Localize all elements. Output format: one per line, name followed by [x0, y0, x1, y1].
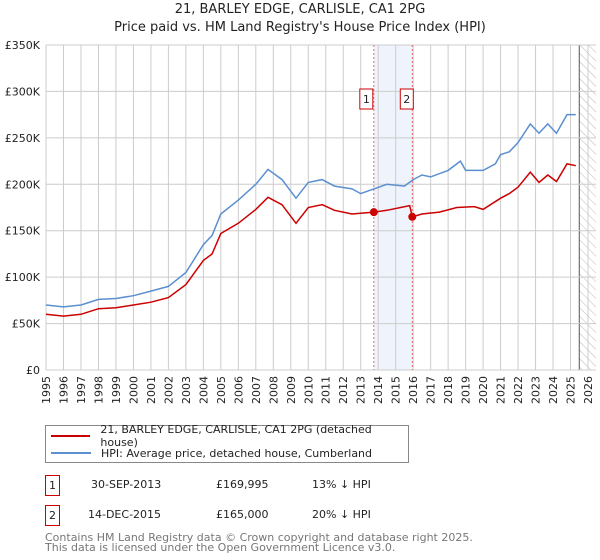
x-tick-label: 2004 — [197, 376, 210, 404]
x-tick-label: 2018 — [442, 376, 455, 404]
transaction-delta: 20% ↓ HPI — [312, 508, 371, 521]
sale-label: 1 — [363, 93, 370, 106]
y-tick-label: £150K — [5, 225, 41, 238]
x-tick-label: 2020 — [477, 376, 490, 404]
x-tick-label: 1995 — [40, 376, 53, 404]
x-tick-label: 1999 — [110, 376, 123, 404]
transaction-price: £165,000 — [216, 508, 269, 521]
x-tick-label: 2025 — [565, 376, 578, 404]
x-tick-label: 2003 — [180, 376, 193, 404]
transaction-date: 30-SEP-2013 — [91, 478, 162, 491]
transaction-delta: 13% ↓ HPI — [312, 478, 371, 491]
x-tick-label: 2008 — [267, 376, 280, 404]
y-tick-label: £0 — [26, 364, 40, 377]
x-tick-label: 2026 — [582, 376, 595, 404]
y-tick-label: £50K — [12, 318, 41, 331]
sale-label-box — [399, 88, 414, 110]
legend-blue-line — [51, 452, 91, 454]
x-tick-label: 2019 — [460, 376, 473, 404]
x-tick-label: 2013 — [355, 376, 368, 404]
x-tick-label: 2021 — [495, 376, 508, 404]
legend-item-hpi: HPI: Average price, detached house, Cumb… — [46, 445, 372, 461]
y-tick-label: £200K — [5, 178, 41, 191]
x-tick-label: 2010 — [302, 376, 315, 404]
x-tick-label: 2024 — [547, 376, 560, 404]
sale-label: 2 — [403, 93, 410, 106]
y-tick-label: £350K — [5, 39, 41, 52]
sale-point — [369, 208, 378, 217]
transaction-marker: 1 — [45, 475, 60, 496]
x-tick-label: 2005 — [215, 376, 228, 404]
x-tick-label: 2015 — [390, 376, 403, 404]
hpi-line — [45, 113, 576, 308]
legend-red-line — [51, 435, 91, 437]
chart-subtitle: Price paid vs. HM Land Registry's House … — [114, 20, 486, 35]
transaction-price: £169,995 — [216, 478, 269, 491]
chart-plot: £0 £50K £100K £150K £200K £250K £300K £350K 1995… — [5, 39, 596, 404]
x-tick-label: 2012 — [337, 376, 350, 404]
footer-licence: This data is licensed under the Open Gov… — [45, 541, 396, 554]
x-tick-label: 2002 — [162, 376, 175, 404]
property-price-line — [45, 163, 576, 317]
x-tick-label: 2001 — [145, 376, 158, 404]
x-tick-label: 2000 — [127, 376, 140, 404]
x-tick-label: 2014 — [372, 376, 385, 404]
x-tick-label: 2006 — [232, 376, 245, 404]
legend: 21, BARLEY EDGE, CARLISLE, CA1 2PG (deta… — [45, 423, 409, 463]
y-tick-label: £250K — [5, 132, 41, 145]
legend-item-property: 21, BARLEY EDGE, CARLISLE, CA1 2PG (deta… — [46, 423, 408, 449]
y-tick-label: £300K — [5, 85, 41, 98]
x-tick-label: 1997 — [75, 376, 88, 404]
x-tick-label: 2011 — [320, 376, 333, 404]
x-tick-label: 2007 — [250, 376, 263, 404]
y-tick-label: £100K — [5, 271, 41, 284]
x-tick-label: 2022 — [512, 376, 525, 404]
x-tick-label: 2016 — [407, 376, 420, 404]
x-tick-label: 1996 — [57, 376, 70, 404]
x-tick-label: 2009 — [285, 376, 298, 404]
footer-copyright: Contains HM Land Registry data © Crown c… — [45, 531, 473, 544]
sale-point — [408, 212, 417, 221]
x-tick-label: 1998 — [92, 376, 105, 404]
transaction-marker: 2 — [45, 505, 60, 526]
transaction-date: 14-DEC-2015 — [88, 508, 162, 521]
legend-label-hpi: HPI: Average price, detached house, Cumb… — [101, 446, 373, 460]
x-tick-label: 2023 — [530, 376, 543, 404]
x-tick-label: 2017 — [425, 376, 438, 404]
legend-label-property: 21, BARLEY EDGE, CARLISLE, CA1 2PG (deta… — [100, 423, 372, 449]
sale-label-box — [359, 88, 374, 110]
chart-title: 21, BARLEY EDGE, CARLISLE, CA1 2PG — [174, 2, 426, 17]
